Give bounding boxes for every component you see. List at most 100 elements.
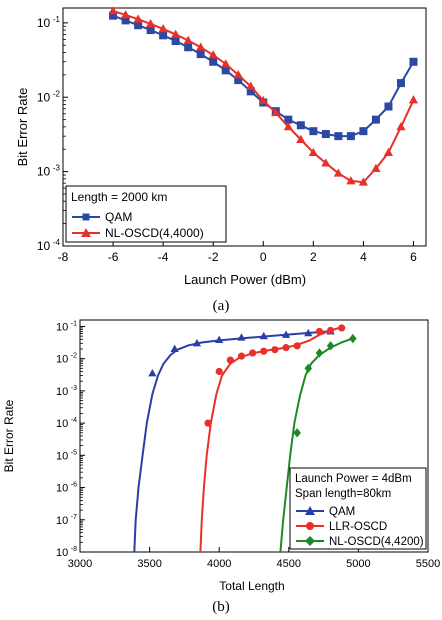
chart-b-y-tick-exponent: -7 [71,514,77,521]
chart-a-y-tick-exponent: -4 [53,238,61,247]
chart-b-series-llr-oscd-point [204,419,212,427]
chart-b-caption: (b) [212,599,230,615]
chart-a-y-tick-exponent: -1 [53,15,61,24]
chart-b-legend-box [289,467,427,550]
chart-a-series-qam-line [112,14,415,138]
chart-b: 3000 3500 4000 4500 5000 5500 10-110-210 -310-… [2,319,440,615]
chart-a-series-qam-point [371,115,380,124]
chart-a-y-tick-label: 10 [37,16,51,30]
chart-a-y-tick-exponent: -2 [53,89,61,98]
chart-a-series-qam-point [171,37,180,46]
chart-b-series-nl-oscd-4-4200-point [304,363,313,374]
chart-a-series-nl-oscd-4-4000-point [196,42,206,51]
chart-b-series-qam-point [148,369,157,377]
chart-b-series-llr-oscd-point [315,327,324,336]
chart-a-x-tick-label: 4 [360,250,367,264]
chart-b-y-ticks: 10-110-210-310-410-510-610-710-8 [56,320,85,559]
chart-a-x-tick-label: -2 [208,250,219,264]
chart-a-x-axis-label: Launch Power (dBm) [184,272,306,287]
chart-b-y-tick-exponent: -3 [71,385,77,392]
chart-a-series-nl-oscd-4-4000-point [383,147,394,157]
chart-b-y-tick-label: 10 [56,386,68,398]
chart-a-series-qam-point [359,127,368,136]
chart-b-y-tick-exponent: -5 [71,449,77,456]
chart-a-legend-qam-label: QAM [105,210,132,224]
chart-a-series-qam-point [284,115,293,124]
chart-a-series-nl-oscd-4-4000-point [258,95,268,105]
chart-a-series-nl-oscd-4-4000-point [108,6,118,15]
chart-b-y-tick-label: 10 [56,547,68,559]
chart-b-series-qam-point [304,328,313,337]
chart-b-legend-qam-marker [305,506,315,515]
chart-a-series-qam-point [334,132,343,141]
chart-a-legend-nl-label: NL-OSCD(4,4000) [105,226,204,240]
chart-b-y-tick-label: 10 [56,515,68,527]
chart-a-x-tick-label: 2 [310,250,317,264]
chart-a-series-nl-oscd-4-4000-point [358,177,369,186]
chart-b-y-tick-exponent: -4 [71,417,77,424]
chart-a-x-tick-label: -8 [58,250,69,264]
chart-a-legend: Length = 2000 km QAM NL-OSCD(4,4000) [65,185,227,243]
chart-a-x-ticks: -8 -6 -4 -2 0 2 4 6 [58,241,417,264]
chart-b-series-llr-oscd-point [293,342,301,350]
chart-a-series-nl-oscd-4-4000-point [171,29,181,38]
chart-b-y-axis-label: Bit Error Rate [2,399,16,472]
chart-a-series-nl-oscd-4-4000-point [283,122,293,131]
chart-a-series-nl-oscd-4-4000-point [271,107,281,117]
chart-b-x-tick-label: 5000 [346,558,370,570]
chart-a-series-qam-point [409,57,418,66]
chart-b-series-llr-oscd-point [271,346,279,354]
chart-a-series-nl-oscd-4-4000-point [246,81,256,90]
chart-a-series-qam-point [134,21,143,30]
chart-a-series [108,6,419,186]
chart-b-x-tick-label: 3500 [137,558,161,570]
chart-b-series-llr-oscd-point [326,326,335,335]
chart-b-x-tick-label: 3000 [68,558,92,570]
chart-a-series-qam-point [234,76,243,85]
chart-a-series-nl-oscd-4-4000-point [120,10,131,19]
chart-b-series-llr-oscd-point [249,349,257,357]
chart-b-series-nl-oscd-4-4200-point [315,348,324,358]
chart-a-series-qam-point [209,57,218,66]
chart-a-caption: (a) [213,298,230,314]
chart-a-series-qam-point [384,102,393,111]
chart-a-legend-header: Length = 2000 km [71,190,167,204]
chart-b-y-tick-label: 10 [56,321,68,333]
chart-b-series-llr-oscd-point [260,347,268,355]
chart-a-series-qam-point [146,26,155,35]
chart-a-series-qam-point [196,50,205,59]
chart-b-series-qam-point [192,338,202,347]
chart-a-series-nl-oscd-4-4000-point [346,176,356,185]
chart-a-series-nl-oscd-4-4000-point [183,35,193,44]
chart-b-y-tick-label: 10 [56,483,68,495]
chart-b-x-tick-label: 4500 [277,558,301,570]
chart-a-series-qam-point [246,87,255,96]
chart-b-series-llr-oscd-point [215,367,223,376]
chart-b-legend-nl-marker [305,536,315,546]
chart-a-y-tick-label: 10 [37,90,51,104]
chart-b-y-tick-exponent: -6 [71,482,77,489]
chart-b-series-llr-oscd-point [237,352,246,360]
chart-b-series-qam-point [281,330,291,338]
chart-b-series-nl-oscd-4-4200-point [293,428,301,438]
chart-b-series-qam-point [215,335,224,344]
chart-b-y-tick-exponent: -8 [71,546,77,553]
chart-b-x-ticks: 3000 3500 4000 4500 5000 5500 [68,547,440,570]
chart-b-legend-llr-marker [306,522,314,530]
chart-b-x-tick-label: 4000 [207,558,231,570]
chart-b-series-qam-line [133,330,331,553]
chart-a-series-qam-point [221,66,230,75]
chart-a-series-nl-oscd-4-4000-point [146,19,156,28]
chart-a-x-tick-label: -6 [108,250,119,264]
chart-a-series-qam-point [396,79,405,88]
chart-b-y-tick-label: 10 [56,450,68,462]
chart-a-series-nl-oscd-4-4000-point [408,95,419,104]
chart-a-y-axis-label: Bit Error Rate [15,88,30,167]
chart-a-series-nl-oscd-4-4000-point [396,122,406,131]
chart-a-series-nl-oscd-4-4000-point [333,168,343,177]
chart-b-series-qam-point [237,333,246,341]
chart-a-series-nl-oscd-4-4000-point [208,50,218,59]
chart-b-series-llr-oscd-point [226,356,234,364]
chart-b-series-llr-oscd-point [282,344,290,352]
